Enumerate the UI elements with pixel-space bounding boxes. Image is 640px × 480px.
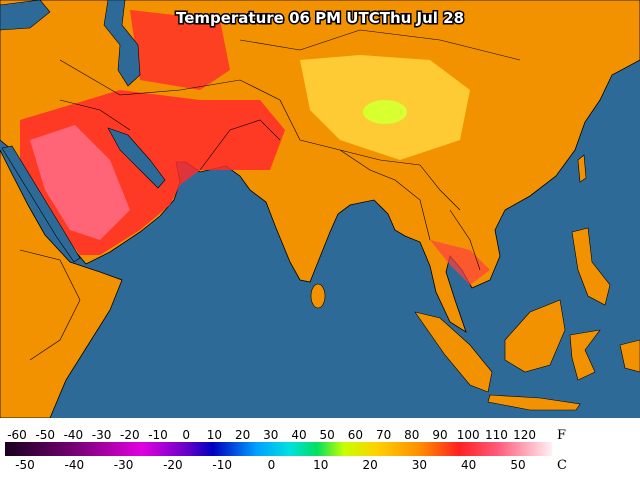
fahrenheit-label: 10 xyxy=(207,428,222,442)
fahrenheit-label: 70 xyxy=(376,428,391,442)
celsius-label: 20 xyxy=(362,458,377,472)
caspian-sea xyxy=(103,0,141,87)
fahrenheit-label: 110 xyxy=(485,428,508,442)
indochina-heat xyxy=(430,240,490,285)
legend: -60 -50 -40 -30 -20 -10 0 10 20 30 40 50 60 70 80 90 100… xyxy=(7,428,567,473)
tibet-cool xyxy=(363,100,407,124)
sumatra xyxy=(414,311,493,393)
black-sea xyxy=(0,0,51,31)
borders xyxy=(19,29,521,361)
celsius-label: 30 xyxy=(412,458,427,472)
sri-lanka xyxy=(310,283,326,309)
philippines xyxy=(571,227,611,306)
fahrenheit-label: 50 xyxy=(320,428,335,442)
fahrenheit-label: -60 xyxy=(7,428,27,442)
celsius-label: 0 xyxy=(268,458,276,472)
java xyxy=(487,394,581,411)
celsius-label: 10 xyxy=(313,458,328,472)
celsius-label: -40 xyxy=(64,458,84,472)
fahrenheit-label: 40 xyxy=(291,428,306,442)
map-title: Temperature 06 PM UTCThu Jul 28 xyxy=(176,9,464,27)
new-guinea xyxy=(619,339,640,373)
fahrenheit-label: 120 xyxy=(513,428,536,442)
red-sea xyxy=(1,145,81,263)
arabia-hot xyxy=(30,125,130,240)
taiwan xyxy=(577,154,587,183)
fahrenheit-label: -30 xyxy=(92,428,112,442)
celsius-label: -20 xyxy=(163,458,183,472)
fahrenheit-label: 80 xyxy=(404,428,419,442)
sulawesi xyxy=(569,329,601,381)
celsius-unit: C xyxy=(557,458,567,473)
celsius-label: 50 xyxy=(510,458,525,472)
celsius-label: -10 xyxy=(212,458,232,472)
persian-gulf xyxy=(107,127,166,189)
map xyxy=(0,0,640,419)
fahrenheit-label: -40 xyxy=(64,428,84,442)
fahrenheit-label: -20 xyxy=(120,428,140,442)
fahrenheit-label: 60 xyxy=(348,428,363,442)
fahrenheit-label: 20 xyxy=(235,428,250,442)
celsius-label: -50 xyxy=(15,458,35,472)
fahrenheit-label: 90 xyxy=(432,428,447,442)
fahrenheit-label: 100 xyxy=(457,428,480,442)
caspian-heat xyxy=(130,10,230,90)
celsius-label: -30 xyxy=(114,458,134,472)
celsius-label: 40 xyxy=(461,458,476,472)
fahrenheit-label: -10 xyxy=(148,428,168,442)
borneo xyxy=(504,299,566,373)
fahrenheit-label: 30 xyxy=(263,428,278,442)
color-scale-bar xyxy=(5,442,552,456)
fahrenheit-unit: F xyxy=(557,428,566,443)
fahrenheit-label: -50 xyxy=(35,428,55,442)
fahrenheit-label: 0 xyxy=(182,428,190,442)
